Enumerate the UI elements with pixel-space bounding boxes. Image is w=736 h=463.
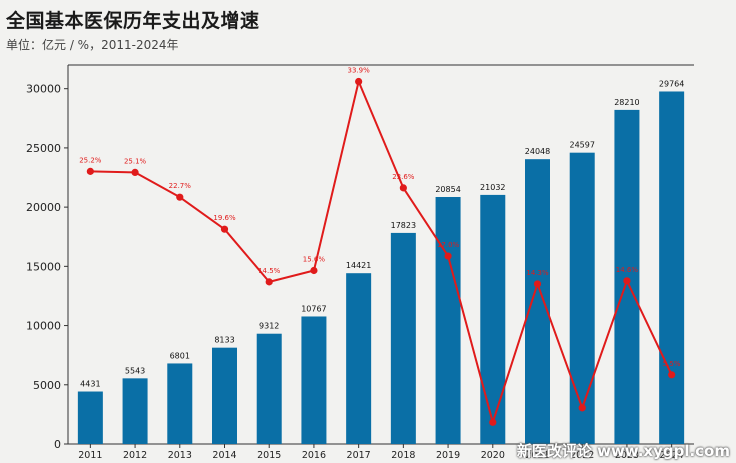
bar: [256, 333, 282, 444]
bar-data-label: 20854: [435, 185, 460, 194]
growth-data-label: 19.6%: [213, 214, 236, 222]
growth-point: [220, 225, 229, 233]
x-tick-label: 2017: [347, 450, 371, 461]
x-tick-label: 2022: [570, 450, 594, 461]
x-tick-label: 2011: [78, 450, 102, 461]
x-tick-label: 2012: [123, 450, 147, 461]
bar: [346, 273, 372, 444]
growth-data-label: 23.6%: [392, 173, 415, 181]
bar: [435, 197, 461, 444]
growth-point: [131, 168, 139, 177]
growth-data-label: 25.2%: [79, 156, 102, 164]
bar-data-label: 6801: [170, 351, 190, 360]
x-tick-label: 2013: [168, 450, 192, 461]
bar-data-label: 24048: [525, 147, 550, 156]
y-tick-label: 0: [54, 438, 61, 451]
growth-point: [399, 184, 407, 192]
y-tick-label: 15000: [26, 260, 61, 273]
growth-data-label: 25.1%: [124, 157, 147, 165]
y-tick-label: 5000: [33, 379, 61, 392]
growth-data-label: 22.7%: [169, 182, 192, 190]
growth-data-label: 14.6%: [616, 266, 639, 274]
bar-data-label: 21032: [480, 183, 505, 192]
growth-line-series: [86, 77, 676, 426]
bar: [122, 378, 148, 444]
growth-line: [90, 80, 673, 424]
y-tick-label: 10000: [26, 320, 61, 333]
x-tick-label: 2015: [257, 450, 281, 461]
growth-value-labels: 25.2% 25.1% 22.7% 19.6% 14.5% 15.6% 33.9% 23.6%…: [79, 67, 681, 368]
bar: [212, 347, 237, 444]
watermark: 新医改评论 www.xygpl.com: [516, 442, 730, 460]
growth-point: [265, 278, 273, 286]
growth-point: [623, 277, 631, 285]
bar-data-label: 5543: [125, 366, 145, 375]
bar: [525, 159, 550, 444]
growth-point: [86, 167, 94, 175]
growth-point: [533, 280, 542, 288]
bar: [301, 316, 327, 444]
x-tick-label: 2014: [212, 450, 236, 461]
growth-point: [578, 404, 586, 412]
bar-data-label: 10767: [301, 304, 326, 313]
x-tick-label: 2020: [481, 450, 505, 461]
growth-point: [489, 418, 497, 426]
y-tick-label: 25000: [26, 142, 61, 155]
growth-point: [176, 193, 184, 201]
bar: [480, 194, 506, 444]
growth-data-label: 15.6%: [303, 256, 326, 264]
y-tick-label: 30000: [26, 83, 61, 96]
growth-data-label: 17.0%: [437, 241, 460, 249]
y-tick-label: 20000: [26, 201, 61, 214]
bar: [659, 91, 685, 444]
growth-data-label: 14.3%: [526, 269, 549, 277]
bar: [390, 232, 416, 444]
bar-data-label: 9312: [259, 322, 279, 331]
bar-data-label: 28210: [614, 98, 639, 107]
growth-data-label: 14.5%: [258, 267, 281, 275]
x-tick-label: 2018: [391, 450, 415, 461]
x-tick-label: 2016: [302, 450, 326, 461]
x-tick-label: 2024: [660, 450, 684, 461]
bar-data-label: 29764: [659, 79, 684, 88]
growth-point: [310, 266, 318, 275]
bar-value-labels: 4431 5543 6801 8133 9312 10767 14421 17823 20854…: [80, 79, 684, 388]
chart-title: 全国基本医保历年支出及增速: [6, 10, 260, 32]
growth-point: [668, 371, 676, 379]
growth-point: [355, 77, 363, 86]
bar-data-label: 17823: [391, 221, 416, 230]
x-tick-label: 2023: [615, 450, 639, 461]
growth-data-label: 5.5%: [663, 360, 681, 368]
growth-data-label: 33.9%: [348, 67, 371, 75]
x-tick-label: 2021: [525, 450, 549, 461]
chart-subtitle: 单位：亿元 / %，2011-2024年: [6, 38, 179, 52]
bar: [77, 391, 103, 444]
x-axis-ticks: 2011 2012 2013 2014 2015 2016 2017 2018 2019 2020…: [78, 444, 684, 461]
bar-series: [77, 91, 685, 445]
bar-data-label: 8133: [214, 336, 234, 345]
growth-point: [444, 252, 452, 260]
bar-data-label: 24597: [569, 141, 594, 150]
bar: [167, 363, 193, 444]
bar-data-label: 4431: [80, 380, 100, 389]
bar-data-label: 14421: [346, 261, 371, 270]
bar: [569, 152, 595, 445]
bar: [614, 109, 640, 444]
x-tick-label: 2019: [436, 450, 460, 461]
